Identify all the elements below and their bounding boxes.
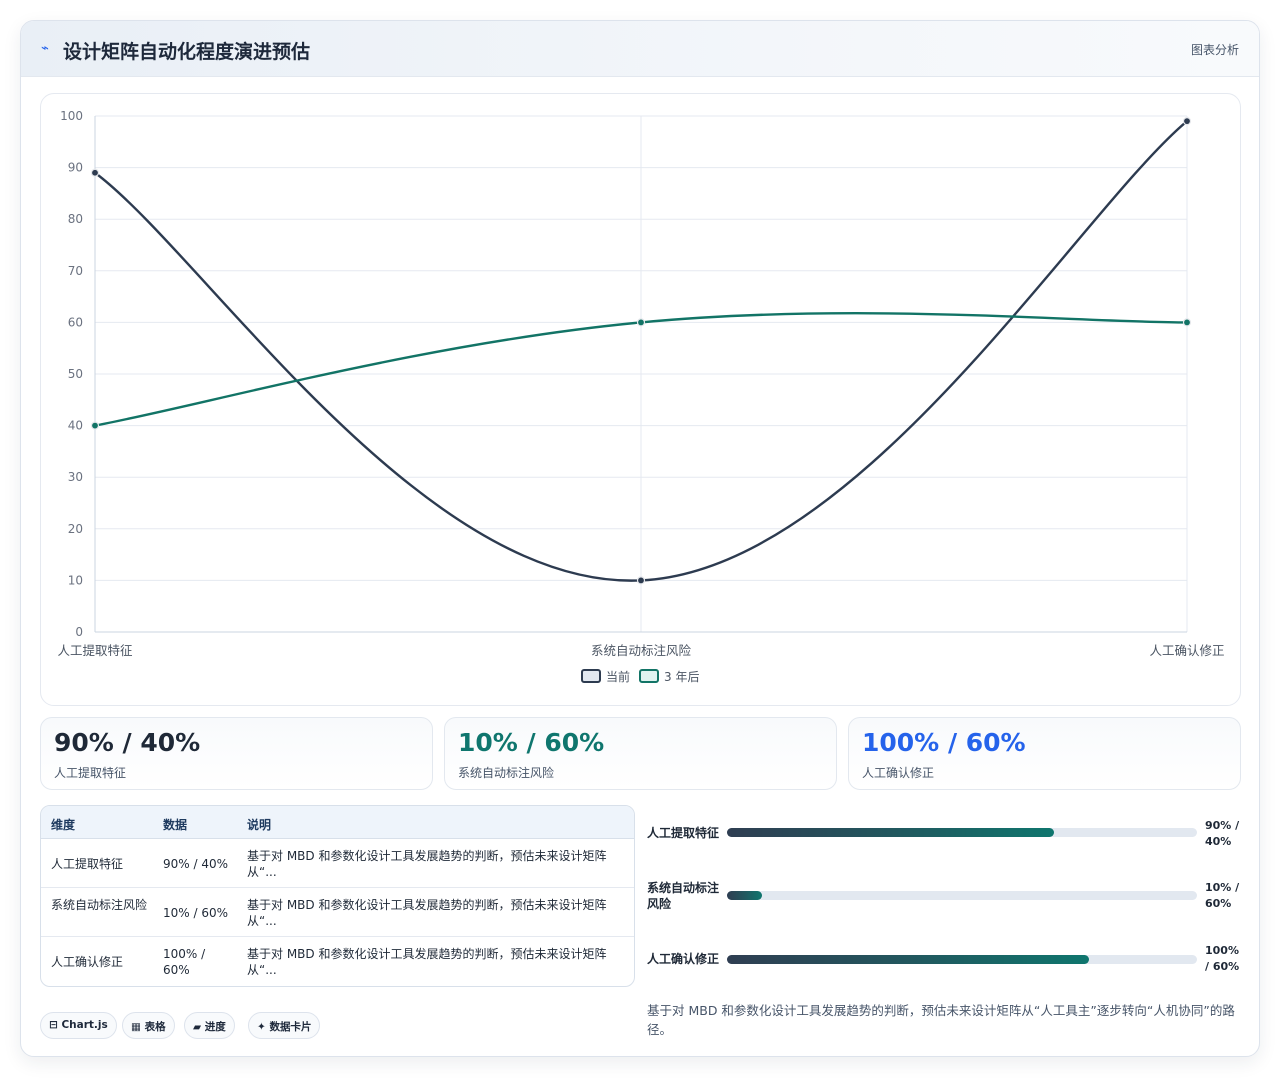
chip-chartjs[interactable]: ⊟ Chart.js <box>40 1012 117 1039</box>
chip-label: Chart.js <box>61 1019 108 1031</box>
data-point <box>1182 117 1192 126</box>
stat-value: 100% / 60% <box>862 728 1026 757</box>
chip-progress[interactable]: ▰ 进度 <box>184 1012 235 1039</box>
chip-label: 进度 <box>204 1021 226 1033</box>
legend-label: 当前 <box>606 669 630 684</box>
x-tick-label: 人工提取特征 <box>57 643 133 658</box>
progress-icon: ▰ <box>193 1021 202 1033</box>
sparkle-icon: ✦ <box>257 1021 266 1033</box>
y-tick-label: 70 <box>68 264 83 278</box>
progress-value: 10% / 60% <box>1205 881 1240 910</box>
chart-line-icon: ⌁ <box>41 41 49 56</box>
chip-data-cards[interactable]: ✦ 数据卡片 <box>248 1012 321 1039</box>
y-tick-label: 0 <box>75 625 83 639</box>
progress-track <box>727 828 1197 837</box>
data-point <box>636 318 646 327</box>
progress-track <box>727 955 1197 964</box>
stat-card: 100% / 60% 人工确认修正 <box>848 717 1241 790</box>
table-header: 维度 数据 说明 <box>41 806 634 839</box>
stat-label: 人工提取特征 <box>54 766 127 780</box>
stat-card: 10% / 60% 系统自动标注风险 <box>444 717 837 790</box>
cell-note: 基于对 MBD 和参数化设计工具发展趋势的判断，预估未来设计矩阵从“... <box>247 898 607 928</box>
progress-value: 90% / 40% <box>1205 819 1240 848</box>
page-title: 设计矩阵自动化程度演进预估 <box>63 41 311 63</box>
column-header-dimension: 维度 <box>51 818 76 832</box>
stat-label: 人工确认修正 <box>862 766 935 780</box>
cell-value: 100% / 60% <box>163 947 206 977</box>
cell-note: 基于对 MBD 和参数化设计工具发展趋势的判断，预估未来设计矩阵从“... <box>247 947 607 977</box>
chart-analysis-label: 图表分析 <box>1190 43 1239 57</box>
y-tick-label: 10 <box>68 573 83 587</box>
cell-dimension: 人工确认修正 <box>51 955 124 969</box>
legend-label: 3 年后 <box>664 670 699 684</box>
chip-table[interactable]: ▦ 表格 <box>122 1012 175 1039</box>
line-chart: 0 10 20 30 40 50 60 70 80 90 100 人工提取特征 系统自动标注风险 人工确认… <box>57 109 1224 684</box>
chip-label: 表格 <box>144 1021 166 1033</box>
x-tick-label: 人工确认修正 <box>1149 643 1224 658</box>
y-tick-label: 100 <box>60 109 83 123</box>
y-tick-label: 90 <box>68 161 83 175</box>
legend-swatch <box>581 669 601 683</box>
y-tick-label: 30 <box>68 470 83 484</box>
data-point <box>90 168 100 177</box>
card-header: ⌁ 设计矩阵自动化程度演进预估 图表分析 <box>21 21 1259 77</box>
column-header-data: 数据 <box>163 818 188 832</box>
progress-label: 人工确认修正 <box>647 952 720 966</box>
data-point <box>90 421 100 430</box>
y-tick-label: 50 <box>68 367 83 381</box>
column-header-note: 说明 <box>247 818 272 832</box>
progress-fill <box>727 828 1054 837</box>
data-point <box>1182 318 1192 327</box>
dashboard-card: ⌁ 设计矩阵自动化程度演进预估 图表分析 0 10 20 30 40 50 60 70 80 90… <box>20 20 1260 1057</box>
cell-dimension: 人工提取特征 <box>51 857 124 871</box>
stat-value: 10% / 60% <box>458 728 605 757</box>
progress-value: 100% / 60% <box>1205 944 1240 973</box>
table-icon: ▦ <box>131 1021 141 1033</box>
summary-text: 基于对 MBD 和参数化设计工具发展趋势的判断，预估未来设计矩阵从“人工具主”逐… <box>647 1003 1235 1037</box>
cell-value: 90% / 40% <box>163 857 229 871</box>
cell-dimension: 系统自动标注风险 <box>51 898 148 912</box>
progress-track <box>727 891 1197 900</box>
progress-row: 人工提取特征 90% / 40% <box>647 819 1241 864</box>
y-tick-label: 20 <box>68 522 83 536</box>
progress-label: 人工提取特征 <box>647 826 720 840</box>
chart-icon: ⊟ <box>49 1019 58 1031</box>
progress-fill <box>727 891 763 900</box>
y-tick-label: 40 <box>68 419 83 433</box>
progress-label: 系统自动标注风险 <box>647 881 720 911</box>
progress-fill <box>727 955 1089 964</box>
stat-card: 90% / 40% 人工提取特征 <box>40 717 433 790</box>
data-point <box>636 576 646 585</box>
stat-value: 90% / 40% <box>54 728 201 757</box>
y-tick-label: 80 <box>68 212 83 226</box>
legend-swatch <box>639 669 659 683</box>
progress-row: 人工确认修正 100% / 60% <box>647 943 1241 983</box>
chip-label: 数据卡片 <box>269 1021 312 1033</box>
table-row: 系统自动标注风险 10% / 60% 基于对 MBD 和参数化设计工具发展趋势的… <box>41 888 634 937</box>
cell-note: 基于对 MBD 和参数化设计工具发展趋势的判断，预估未来设计矩阵从“... <box>247 849 607 879</box>
progress-row: 系统自动标注风险 10% / 60% <box>647 879 1241 919</box>
table-row: 人工确认修正 100% / 60% 基于对 MBD 和参数化设计工具发展趋势的判… <box>41 937 634 986</box>
data-table: 维度 数据 说明 人工提取特征 90% / 40% 基于对 MBD 和参数化设计… <box>40 805 635 987</box>
line-chart-panel: 0 10 20 30 40 50 60 70 80 90 100 人工提取特征 系统自动标注风险 人工确认… <box>40 93 1241 706</box>
x-tick-label: 系统自动标注风险 <box>591 643 692 658</box>
y-tick-label: 60 <box>68 315 83 329</box>
stat-label: 系统自动标注风险 <box>458 766 555 780</box>
cell-value: 10% / 60% <box>163 906 229 920</box>
table-row: 人工提取特征 90% / 40% 基于对 MBD 和参数化设计工具发展趋势的判断… <box>41 839 634 888</box>
